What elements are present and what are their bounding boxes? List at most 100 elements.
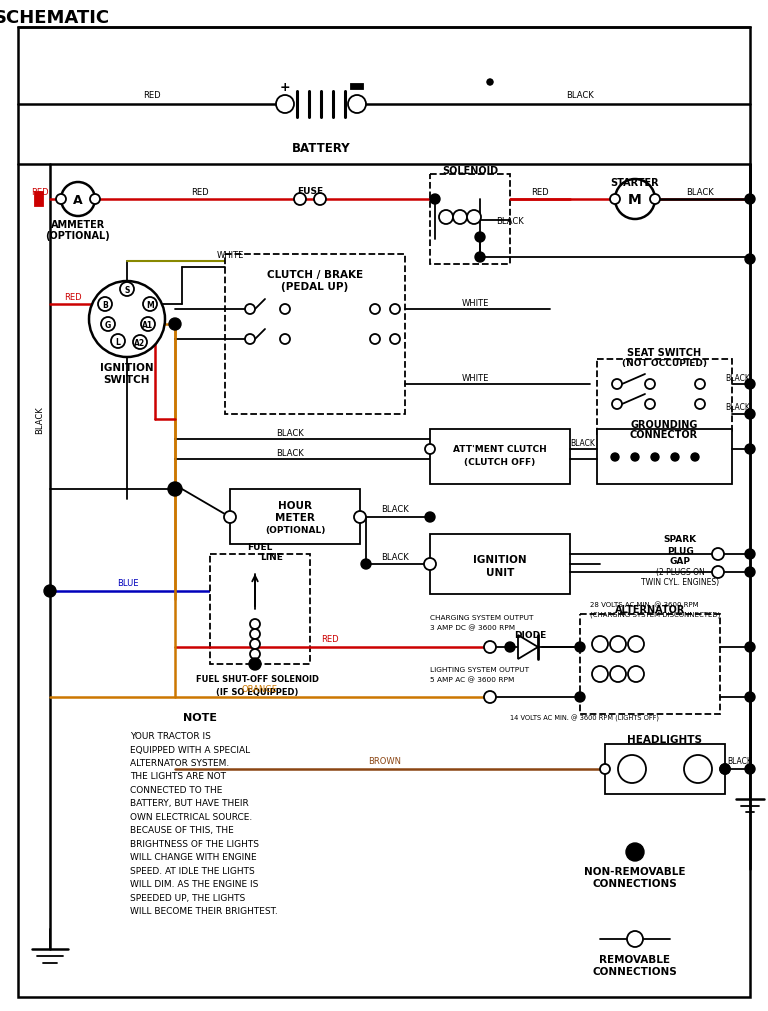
Circle shape (168, 482, 182, 496)
Circle shape (645, 379, 655, 389)
Text: 28 VOLTS AC MIN. @ 3600 RPM: 28 VOLTS AC MIN. @ 3600 RPM (590, 602, 699, 608)
Text: FUSE: FUSE (297, 186, 323, 195)
Text: G: G (105, 320, 111, 330)
Bar (580, 615, 720, 715)
Text: (CHARGING SYSTEM DISCONNECTED): (CHARGING SYSTEM DISCONNECTED) (590, 611, 720, 618)
Circle shape (120, 283, 134, 296)
Circle shape (430, 195, 440, 205)
Text: CONNECTIONS: CONNECTIONS (593, 967, 677, 976)
Text: CONNECTOR: CONNECTOR (630, 430, 698, 440)
Text: CLUTCH / BRAKE: CLUTCH / BRAKE (267, 270, 363, 280)
Circle shape (671, 454, 679, 462)
Text: FUEL SHUT-OFF SOLENOID: FUEL SHUT-OFF SOLENOID (196, 674, 319, 683)
Text: BLACK: BLACK (381, 506, 409, 514)
Text: (CLUTCH OFF): (CLUTCH OFF) (465, 458, 535, 467)
Text: RED: RED (531, 187, 549, 196)
Circle shape (745, 409, 755, 420)
Circle shape (720, 764, 730, 774)
Circle shape (575, 642, 585, 652)
Circle shape (575, 693, 585, 703)
Text: AMMETER: AMMETER (51, 219, 105, 229)
Circle shape (224, 512, 236, 524)
Circle shape (424, 558, 436, 570)
Circle shape (249, 658, 261, 670)
Polygon shape (518, 635, 538, 659)
Text: BLACK: BLACK (686, 187, 714, 196)
Circle shape (695, 399, 705, 409)
Text: LINE: LINE (260, 553, 283, 562)
Circle shape (745, 379, 755, 389)
Text: BECAUSE OF THIS, THE: BECAUSE OF THIS, THE (130, 826, 233, 835)
Text: RED: RED (321, 635, 339, 644)
Text: BRIGHTNESS OF THE LIGHTS: BRIGHTNESS OF THE LIGHTS (130, 839, 259, 848)
Text: CONNECTIONS: CONNECTIONS (593, 879, 677, 888)
Text: SPARK: SPARK (664, 535, 697, 544)
Circle shape (98, 297, 112, 311)
Text: ALTERNATOR SYSTEM.: ALTERNATOR SYSTEM. (130, 758, 230, 767)
Bar (210, 554, 310, 664)
Circle shape (56, 195, 66, 205)
Circle shape (439, 210, 453, 224)
Bar (597, 430, 732, 484)
Circle shape (141, 317, 155, 332)
Circle shape (250, 649, 260, 659)
Circle shape (101, 317, 115, 332)
Text: M: M (628, 193, 642, 207)
Circle shape (453, 210, 467, 224)
Circle shape (651, 454, 659, 462)
Circle shape (720, 764, 730, 774)
Text: BLACK: BLACK (566, 90, 594, 99)
Circle shape (691, 454, 699, 462)
Circle shape (280, 335, 290, 345)
Circle shape (425, 513, 435, 523)
Bar (605, 744, 725, 795)
Bar (351, 85, 363, 90)
Circle shape (111, 335, 125, 349)
Circle shape (90, 195, 100, 205)
Text: A2: A2 (134, 338, 146, 347)
Circle shape (627, 931, 643, 947)
Text: YOUR TRACTOR IS: YOUR TRACTOR IS (130, 731, 211, 740)
Text: EQUIPPED WITH A SPECIAL: EQUIPPED WITH A SPECIAL (130, 745, 250, 754)
Text: GROUNDING: GROUNDING (631, 420, 697, 430)
Text: B: B (102, 300, 108, 309)
Circle shape (250, 620, 260, 630)
Circle shape (745, 445, 755, 455)
Circle shape (745, 549, 755, 559)
Text: BLACK: BLACK (727, 757, 753, 765)
Circle shape (169, 318, 181, 331)
Circle shape (618, 755, 646, 784)
Text: SEAT SWITCH: SEAT SWITCH (627, 348, 701, 358)
Bar (230, 489, 360, 545)
Circle shape (431, 196, 439, 204)
Text: GAP: GAP (670, 557, 690, 566)
Text: RED: RED (143, 90, 161, 99)
Text: UNIT: UNIT (486, 567, 515, 577)
Text: BATTERY: BATTERY (292, 142, 350, 155)
Text: SCHEMATIC: SCHEMATIC (0, 9, 110, 27)
Circle shape (712, 548, 724, 560)
Circle shape (488, 81, 492, 85)
Text: (IF SO EQUIPPED): (IF SO EQUIPPED) (216, 686, 298, 696)
Text: RED: RED (31, 187, 49, 196)
Circle shape (245, 304, 255, 314)
Circle shape (484, 641, 496, 653)
Circle shape (475, 253, 485, 263)
Circle shape (745, 567, 755, 577)
Circle shape (628, 666, 644, 682)
Circle shape (612, 399, 622, 409)
Text: WILL DIM. AS THE ENGINE IS: WILL DIM. AS THE ENGINE IS (130, 880, 258, 889)
Text: S: S (124, 285, 130, 294)
Circle shape (487, 80, 493, 86)
Text: (NOT OCCUPIED): (NOT OCCUPIED) (621, 358, 707, 367)
Circle shape (626, 843, 644, 861)
Text: IGNITION: IGNITION (100, 363, 154, 373)
Text: CONNECTED TO THE: CONNECTED TO THE (130, 786, 223, 795)
Text: BLACK: BLACK (381, 552, 409, 561)
Text: BLACK: BLACK (726, 403, 750, 412)
Circle shape (294, 194, 306, 206)
Circle shape (712, 566, 724, 578)
Circle shape (348, 96, 366, 114)
Text: PLUG: PLUG (667, 546, 694, 555)
Circle shape (592, 666, 608, 682)
